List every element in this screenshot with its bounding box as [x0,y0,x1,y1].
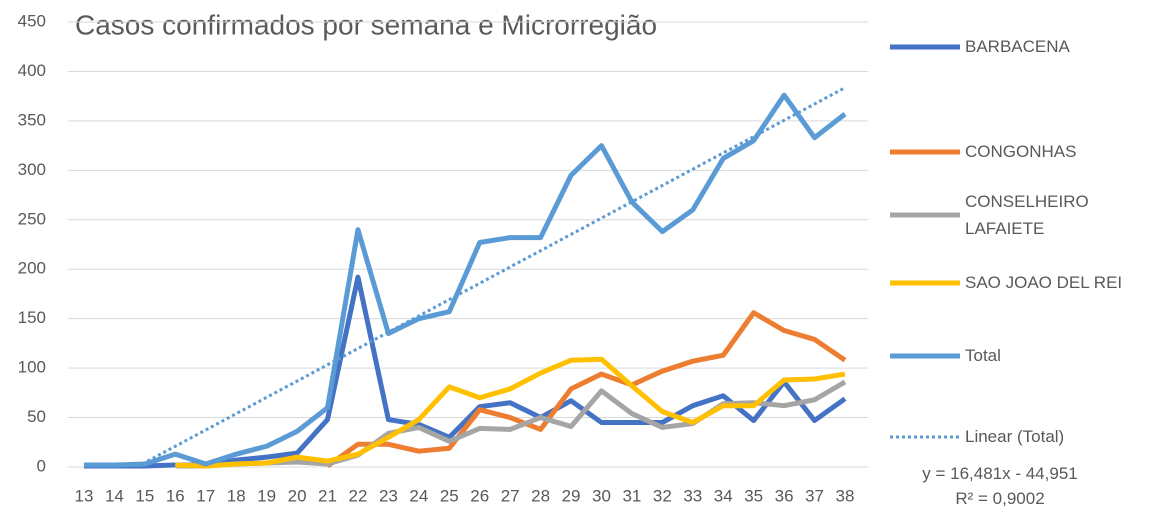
trend-r-squared: R² = 0,9002 [955,489,1045,508]
x-tick-label: 36 [775,486,794,505]
x-tick-label: 30 [592,486,611,505]
y-tick-label: 200 [18,259,46,278]
chart-title: Casos confirmados por semana e Microrreg… [75,9,657,40]
x-tick-label: 13 [75,486,94,505]
x-tick-label: 18 [227,486,246,505]
legend-label: Total [965,346,1001,365]
x-tick-label: 31 [622,486,641,505]
legend-label: Linear (Total) [965,427,1065,446]
y-tick-label: 350 [18,110,46,129]
x-tick-label: 20 [288,486,307,505]
y-tick-label: 100 [18,358,46,377]
legend-label: CONSELHEIRO LAFAIETE [965,192,1089,238]
trend-equation: y = 16,481x - 44,951 [922,464,1078,483]
x-tick-label: 22 [348,486,367,505]
x-tick-label: 32 [653,486,672,505]
y-tick-label: 50 [27,407,46,426]
x-tick-label: 16 [166,486,185,505]
legend-label: CONGONHAS [965,142,1077,161]
series-line [84,92,847,468]
y-tick-label: 450 [18,11,46,30]
x-tick-label: 14 [105,486,124,505]
series-line [175,379,847,469]
series-line [175,356,846,469]
y-tick-label: 150 [18,308,46,327]
x-tick-label: 29 [562,486,581,505]
x-tick-label: 33 [683,486,702,505]
legend-label: BARBACENA [965,37,1070,56]
x-tick-label: 15 [135,486,154,505]
y-tick-label: 400 [18,61,46,80]
x-tick-label: 21 [318,486,337,505]
x-tick-label: 23 [379,486,398,505]
x-tick-label: 37 [805,486,824,505]
y-tick-label: 0 [37,456,46,475]
x-tick-label: 28 [531,486,550,505]
x-tick-label: 26 [470,486,489,505]
series-line [326,310,847,469]
x-tick-label: 27 [501,486,520,505]
y-tick-label: 300 [18,160,46,179]
legend-label: SAO JOAO DEL REI [965,273,1123,292]
x-tick-label: 34 [714,486,733,505]
x-tick-label: 19 [257,486,276,505]
x-tick-label: 17 [196,486,215,505]
x-tick-label: 24 [409,486,428,505]
x-tick-label: 38 [836,486,855,505]
x-tick-label: 25 [440,486,459,505]
y-tick-label: 250 [18,209,46,228]
series-line [84,274,847,469]
x-tick-label: 35 [744,486,763,505]
